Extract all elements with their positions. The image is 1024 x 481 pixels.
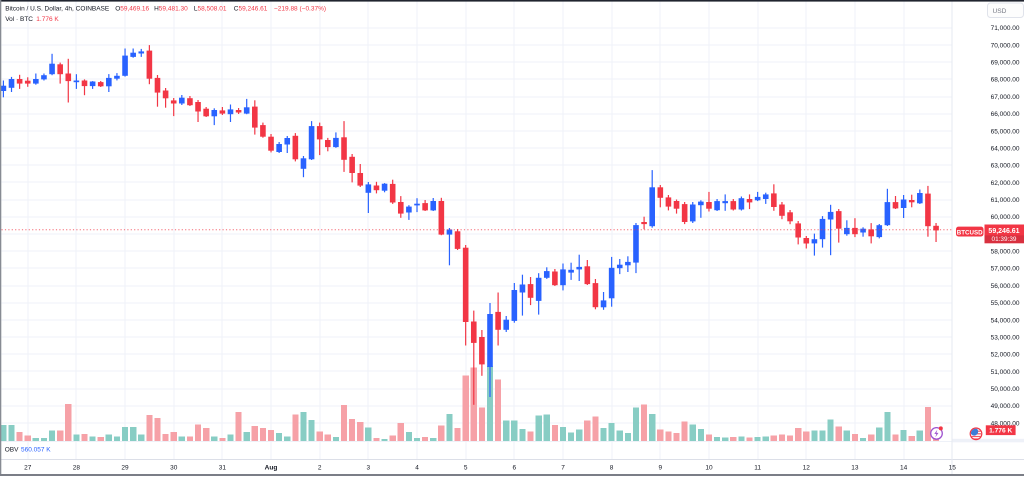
svg-text:66,000.00: 66,000.00 xyxy=(991,111,1020,118)
svg-text:54,000.00: 54,000.00 xyxy=(991,317,1020,324)
svg-text:7: 7 xyxy=(561,465,565,472)
svg-text:12: 12 xyxy=(803,465,811,472)
svg-text:52,000.00: 52,000.00 xyxy=(991,352,1020,359)
svg-text:8: 8 xyxy=(610,465,614,472)
svg-text:62,000.00: 62,000.00 xyxy=(991,180,1020,187)
svg-text:29: 29 xyxy=(121,465,129,472)
svg-text:50,000.00: 50,000.00 xyxy=(991,386,1020,393)
svg-text:56,000.00: 56,000.00 xyxy=(991,283,1020,290)
svg-text:5: 5 xyxy=(464,465,468,472)
svg-text:49,000.00: 49,000.00 xyxy=(991,403,1020,410)
svg-text:10: 10 xyxy=(705,465,713,472)
svg-text:3: 3 xyxy=(366,465,370,472)
svg-text:30: 30 xyxy=(170,465,178,472)
svg-text:14: 14 xyxy=(900,465,908,472)
svg-text:28: 28 xyxy=(73,465,81,472)
svg-text:71,000.00: 71,000.00 xyxy=(991,25,1020,32)
svg-text:L58,508.01: L58,508.01 xyxy=(194,6,227,13)
svg-text:55,000.00: 55,000.00 xyxy=(991,300,1020,307)
svg-text:USD: USD xyxy=(993,8,1007,15)
svg-text:H59,481.30: H59,481.30 xyxy=(154,6,188,13)
svg-text:27: 27 xyxy=(24,465,32,472)
svg-text:1.776 K: 1.776 K xyxy=(36,16,59,23)
svg-text:61,000.00: 61,000.00 xyxy=(991,197,1020,204)
svg-text:53,000.00: 53,000.00 xyxy=(991,334,1020,341)
svg-text:69,000.00: 69,000.00 xyxy=(991,60,1020,67)
svg-text:9: 9 xyxy=(658,465,662,472)
svg-text:65,000.00: 65,000.00 xyxy=(991,128,1020,135)
svg-text:63,000.00: 63,000.00 xyxy=(991,163,1020,170)
svg-text:70,000.00: 70,000.00 xyxy=(991,42,1020,49)
svg-text:11: 11 xyxy=(754,465,761,472)
svg-text:68,000.00: 68,000.00 xyxy=(991,77,1020,84)
svg-text:Vol · BTC: Vol · BTC xyxy=(5,16,33,23)
svg-text:4: 4 xyxy=(415,465,419,472)
svg-text:59,246.61: 59,246.61 xyxy=(988,228,1019,235)
svg-text:15: 15 xyxy=(949,465,957,472)
svg-text:BTCUSD: BTCUSD xyxy=(957,229,983,236)
svg-text:560.057 K: 560.057 K xyxy=(21,447,51,454)
svg-text:13: 13 xyxy=(851,465,859,472)
svg-text:Bitcoin / U.S. Dollar, 4h, COI: Bitcoin / U.S. Dollar, 4h, COINBASE xyxy=(5,6,110,13)
svg-text:2: 2 xyxy=(318,465,322,472)
svg-text:1.776 K: 1.776 K xyxy=(989,428,1012,435)
svg-text:60,000.00: 60,000.00 xyxy=(991,214,1020,221)
svg-text:67,000.00: 67,000.00 xyxy=(991,94,1020,101)
svg-text:O59,469.16: O59,469.16 xyxy=(115,6,149,13)
svg-text:6: 6 xyxy=(512,465,516,472)
svg-text:31: 31 xyxy=(219,465,227,472)
svg-text:OBV: OBV xyxy=(5,447,19,454)
svg-text:51,000.00: 51,000.00 xyxy=(991,369,1020,376)
svg-text:Aug: Aug xyxy=(265,465,278,472)
svg-text:C59,246.61: C59,246.61 xyxy=(234,6,268,13)
svg-text:−219.88 (−0.37%): −219.88 (−0.37%) xyxy=(274,6,326,13)
svg-text:64,000.00: 64,000.00 xyxy=(991,146,1020,153)
svg-text:57,000.00: 57,000.00 xyxy=(991,266,1020,273)
svg-text:01:39:39: 01:39:39 xyxy=(992,236,1017,243)
svg-text:58,000.00: 58,000.00 xyxy=(991,249,1020,256)
